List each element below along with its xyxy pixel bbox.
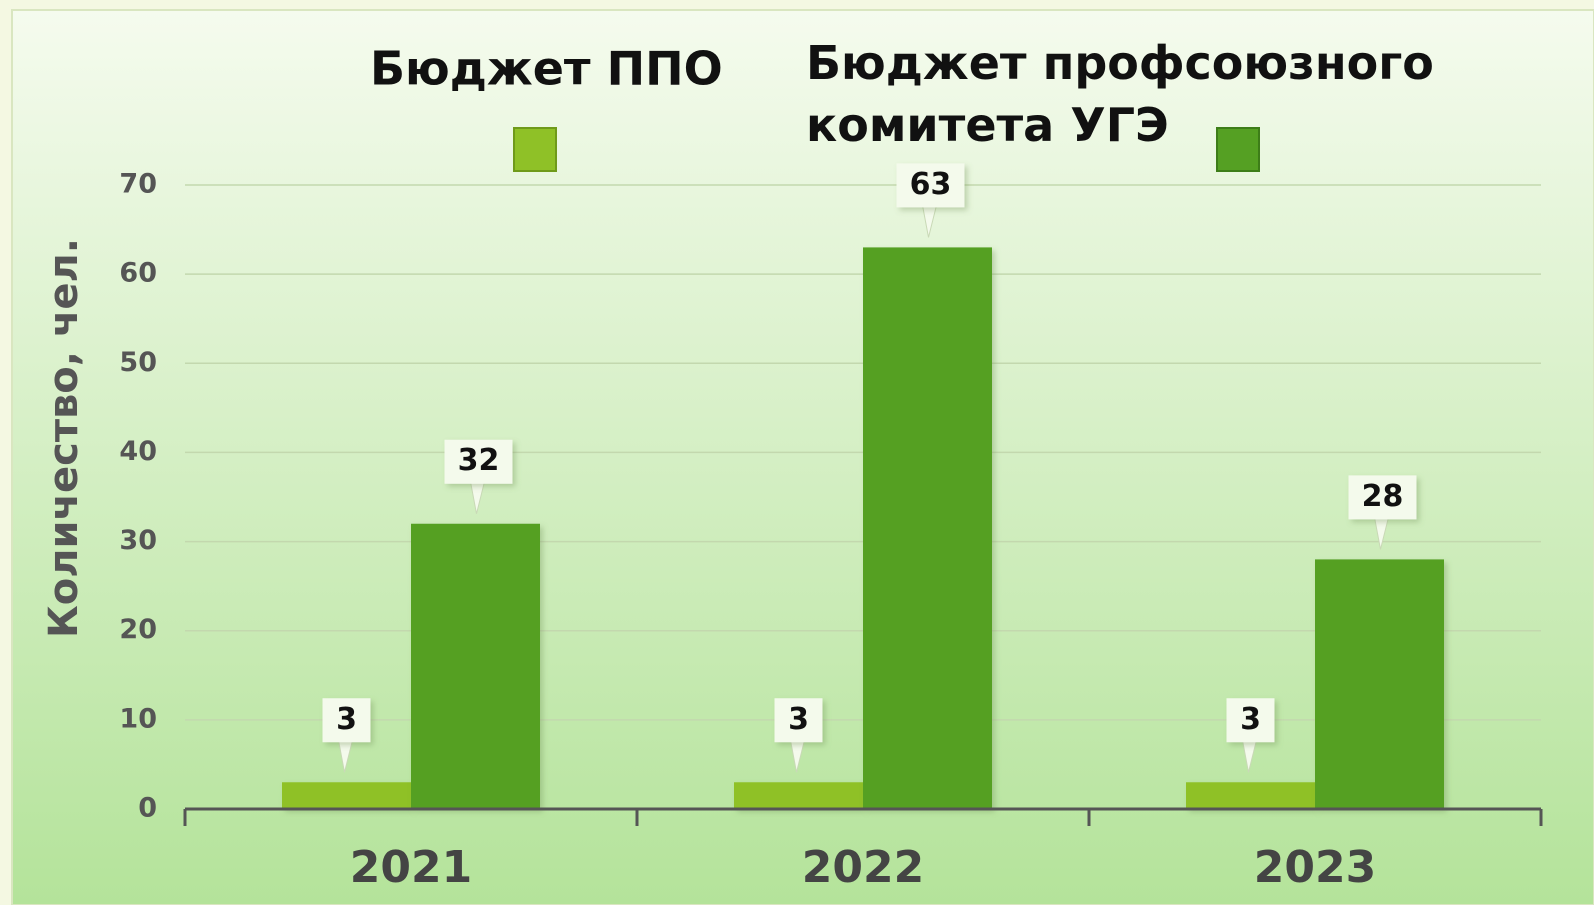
data-label-text: 28 (1362, 479, 1404, 514)
data-label: 63 (896, 163, 965, 238)
bar (282, 782, 411, 809)
y-tick-label: 60 (119, 258, 157, 289)
y-tick-label: 30 (119, 525, 157, 556)
y-tick-label: 20 (119, 614, 157, 645)
label-box (1348, 475, 1417, 520)
label-box (1226, 698, 1275, 743)
data-label: 28 (1348, 475, 1417, 550)
data-label-text: 32 (458, 443, 500, 478)
data-label: 3 (322, 698, 371, 773)
label-box (774, 698, 823, 743)
label-box (896, 163, 965, 208)
x-tick-label: 2022 (802, 842, 924, 893)
data-label-text: 3 (336, 702, 357, 737)
x-tick-label: 2023 (1254, 842, 1376, 893)
y-tick-label: 10 (119, 703, 157, 734)
data-label-text: 3 (1240, 702, 1261, 737)
data-label: 3 (1226, 698, 1275, 773)
data-label: 3 (774, 698, 823, 773)
y-tick-label: 50 (119, 347, 157, 378)
label-box (322, 698, 371, 743)
y-tick-label: 0 (138, 793, 157, 824)
bar (411, 523, 540, 809)
data-label: 32 (444, 439, 513, 514)
label-box (444, 439, 513, 484)
data-label-text: 63 (910, 167, 952, 202)
bar (863, 247, 992, 809)
y-axis-title: Количество, чел. (41, 238, 87, 638)
x-tick-label: 2021 (350, 842, 472, 893)
y-tick-label: 70 (119, 169, 157, 200)
bar (734, 782, 863, 809)
legend-swatch (513, 127, 557, 172)
y-tick-label: 40 (119, 436, 157, 467)
legend-label: Бюджет ППО (370, 42, 723, 96)
data-label-text: 3 (788, 702, 809, 737)
bar (1315, 559, 1444, 809)
bar (1186, 782, 1315, 809)
legend-swatch (1216, 127, 1260, 172)
legend-label: Бюджет профсоюзного комитета УГЭ (806, 36, 1434, 152)
